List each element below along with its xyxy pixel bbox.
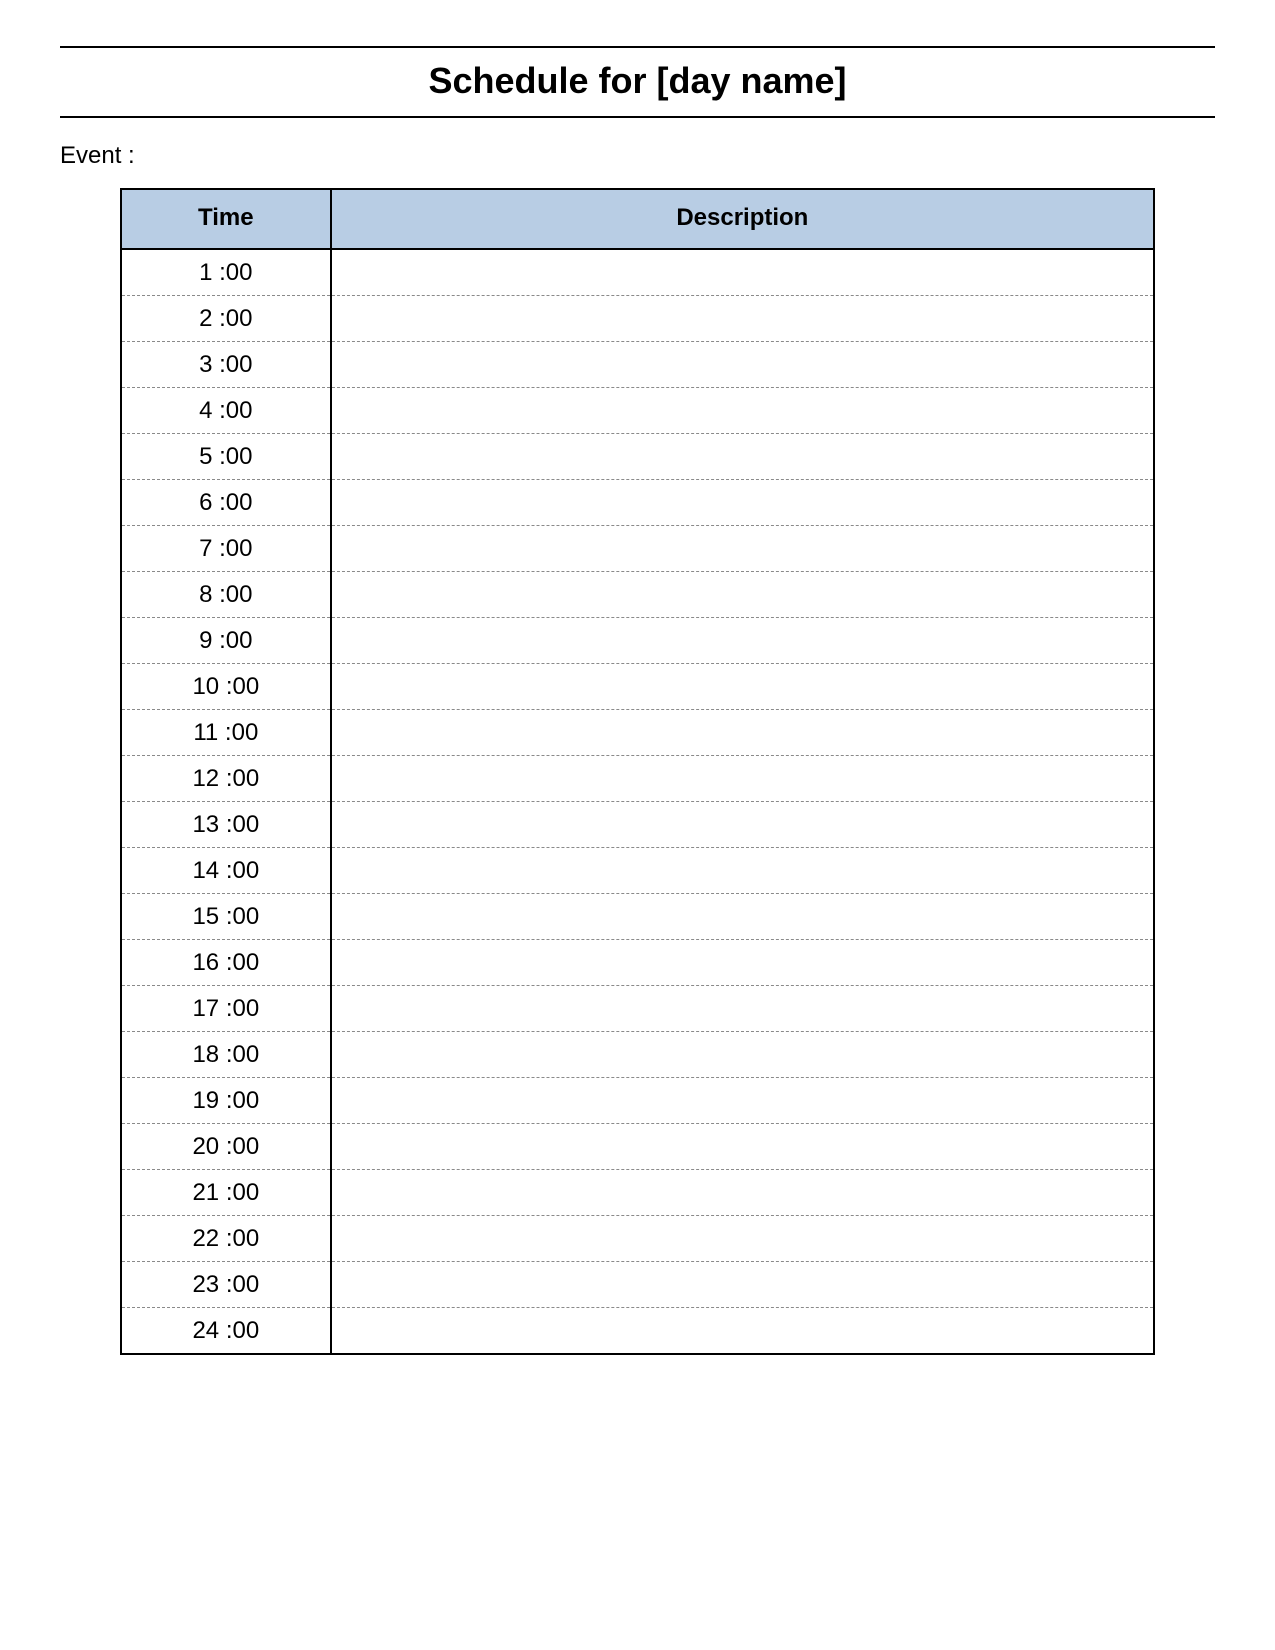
description-cell xyxy=(331,296,1154,342)
time-cell: 20 :00 xyxy=(121,1124,331,1170)
schedule-body: 1 :002 :003 :004 :005 :006 :007 :008 :00… xyxy=(121,249,1154,1354)
table-row: 24 :00 xyxy=(121,1308,1154,1355)
time-cell: 4 :00 xyxy=(121,388,331,434)
description-cell xyxy=(331,572,1154,618)
table-row: 9 :00 xyxy=(121,618,1154,664)
time-cell: 5 :00 xyxy=(121,434,331,480)
description-cell xyxy=(331,342,1154,388)
description-cell xyxy=(331,1170,1154,1216)
description-cell xyxy=(331,1124,1154,1170)
table-header-row: Time Description xyxy=(121,189,1154,249)
table-row: 14 :00 xyxy=(121,848,1154,894)
table-row: 11 :00 xyxy=(121,710,1154,756)
time-cell: 15 :00 xyxy=(121,894,331,940)
table-row: 16 :00 xyxy=(121,940,1154,986)
time-cell: 19 :00 xyxy=(121,1078,331,1124)
time-cell: 8 :00 xyxy=(121,572,331,618)
time-cell: 17 :00 xyxy=(121,986,331,1032)
table-row: 5 :00 xyxy=(121,434,1154,480)
table-row: 20 :00 xyxy=(121,1124,1154,1170)
description-cell xyxy=(331,434,1154,480)
table-row: 10 :00 xyxy=(121,664,1154,710)
table-row: 17 :00 xyxy=(121,986,1154,1032)
description-cell xyxy=(331,1032,1154,1078)
table-row: 23 :00 xyxy=(121,1262,1154,1308)
description-cell xyxy=(331,986,1154,1032)
description-cell xyxy=(331,756,1154,802)
description-cell xyxy=(331,526,1154,572)
table-row: 2 :00 xyxy=(121,296,1154,342)
event-label: Event : xyxy=(60,142,1215,170)
table-row: 19 :00 xyxy=(121,1078,1154,1124)
table-row: 3 :00 xyxy=(121,342,1154,388)
description-cell xyxy=(331,249,1154,296)
time-cell: 11 :00 xyxy=(121,710,331,756)
column-header-time: Time xyxy=(121,189,331,249)
time-cell: 22 :00 xyxy=(121,1216,331,1262)
description-cell xyxy=(331,940,1154,986)
description-cell xyxy=(331,664,1154,710)
time-cell: 18 :00 xyxy=(121,1032,331,1078)
description-cell xyxy=(331,1216,1154,1262)
time-cell: 7 :00 xyxy=(121,526,331,572)
time-cell: 10 :00 xyxy=(121,664,331,710)
time-cell: 12 :00 xyxy=(121,756,331,802)
description-cell xyxy=(331,1262,1154,1308)
time-cell: 14 :00 xyxy=(121,848,331,894)
table-row: 7 :00 xyxy=(121,526,1154,572)
description-cell xyxy=(331,1078,1154,1124)
time-cell: 21 :00 xyxy=(121,1170,331,1216)
page: Schedule for [day name] Event : Time Des… xyxy=(0,0,1275,1395)
time-cell: 23 :00 xyxy=(121,1262,331,1308)
description-cell xyxy=(331,802,1154,848)
table-row: 22 :00 xyxy=(121,1216,1154,1262)
title-bar: Schedule for [day name] xyxy=(60,46,1215,118)
time-cell: 24 :00 xyxy=(121,1308,331,1355)
table-row: 21 :00 xyxy=(121,1170,1154,1216)
description-cell xyxy=(331,848,1154,894)
description-cell xyxy=(331,388,1154,434)
schedule-table: Time Description 1 :002 :003 :004 :005 :… xyxy=(120,188,1155,1355)
time-cell: 3 :00 xyxy=(121,342,331,388)
table-row: 13 :00 xyxy=(121,802,1154,848)
description-cell xyxy=(331,1308,1154,1355)
time-cell: 9 :00 xyxy=(121,618,331,664)
time-cell: 6 :00 xyxy=(121,480,331,526)
time-cell: 16 :00 xyxy=(121,940,331,986)
description-cell xyxy=(331,480,1154,526)
table-row: 1 :00 xyxy=(121,249,1154,296)
table-row: 4 :00 xyxy=(121,388,1154,434)
time-cell: 1 :00 xyxy=(121,249,331,296)
table-row: 12 :00 xyxy=(121,756,1154,802)
page-title: Schedule for [day name] xyxy=(60,60,1215,102)
table-row: 18 :00 xyxy=(121,1032,1154,1078)
description-cell xyxy=(331,618,1154,664)
description-cell xyxy=(331,894,1154,940)
table-row: 8 :00 xyxy=(121,572,1154,618)
time-cell: 13 :00 xyxy=(121,802,331,848)
description-cell xyxy=(331,710,1154,756)
column-header-description: Description xyxy=(331,189,1154,249)
table-row: 6 :00 xyxy=(121,480,1154,526)
table-row: 15 :00 xyxy=(121,894,1154,940)
time-cell: 2 :00 xyxy=(121,296,331,342)
